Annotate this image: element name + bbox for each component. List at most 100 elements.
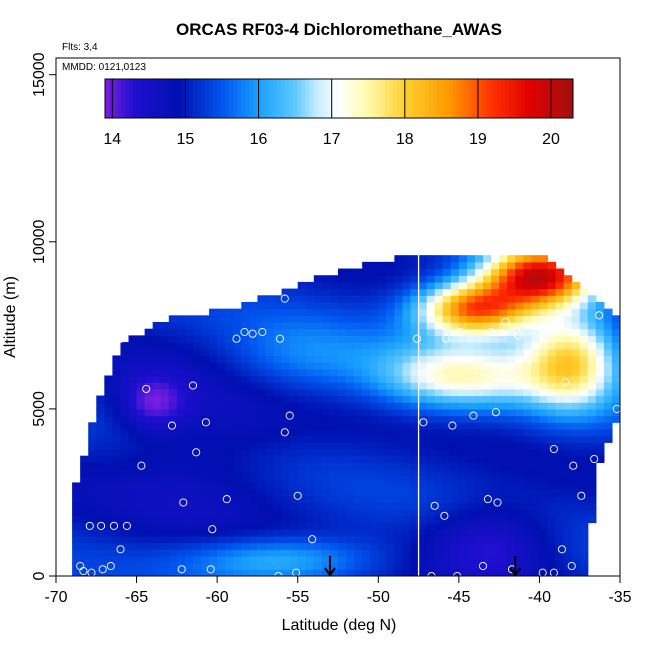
heatmap-cell — [458, 395, 468, 403]
heatmap-cell — [458, 482, 468, 490]
heatmap-cell — [362, 535, 371, 544]
heatmap-cell — [410, 295, 420, 303]
heatmap-cell — [192, 382, 202, 390]
heatmap-cell — [233, 529, 242, 537]
heatmap-cell — [483, 395, 492, 403]
heatmap-cell — [450, 382, 460, 390]
heatmap-cell — [362, 475, 371, 484]
heatmap-cell — [217, 495, 226, 504]
heatmap-cell — [579, 509, 589, 517]
heatmap-cell — [338, 388, 347, 397]
heatmap-cell — [466, 509, 476, 517]
heatmap-cell — [313, 342, 323, 350]
heatmap-cell — [72, 535, 81, 544]
heatmap-cell — [241, 495, 250, 504]
heatmap-cell — [410, 489, 420, 497]
heatmap-cell — [192, 315, 202, 323]
heatmap-cell — [160, 382, 170, 390]
heatmap-cell — [507, 301, 516, 310]
heatmap-cell — [104, 442, 113, 450]
heatmap-cell — [547, 335, 557, 343]
colorbar-swatch — [569, 79, 574, 118]
heatmap-cell — [402, 535, 412, 544]
heatmap-cell — [273, 308, 283, 316]
heatmap-cell — [104, 449, 113, 457]
heatmap-cell — [547, 455, 557, 463]
heatmap-cell — [555, 322, 565, 330]
heatmap-cell — [531, 469, 541, 477]
heatmap-cell — [184, 562, 194, 570]
heatmap-cell — [152, 435, 162, 443]
sample-point — [398, 244, 407, 253]
colorbar-swatch — [293, 79, 298, 118]
heatmap-cell — [555, 509, 565, 517]
heatmap-cell — [225, 495, 234, 504]
heatmap-cell — [370, 569, 379, 576]
heatmap-cell — [579, 475, 589, 484]
colorbar-swatch — [477, 79, 482, 118]
heatmap-cell — [329, 388, 339, 397]
heatmap-cell — [289, 435, 299, 443]
heatmap-cell — [491, 348, 500, 357]
heatmap-cell — [72, 502, 81, 510]
heatmap-cell — [539, 295, 549, 303]
heatmap-cell — [249, 515, 259, 524]
heatmap-cell — [523, 562, 532, 570]
heatmap-cell — [225, 388, 234, 397]
heatmap-cell — [201, 462, 210, 470]
heatmap-cell — [241, 328, 250, 336]
heatmap-cell — [442, 462, 452, 470]
heatmap-cell — [531, 322, 541, 330]
heatmap-cell — [209, 328, 218, 336]
heatmap-cell — [418, 382, 428, 390]
heatmap-cell — [168, 489, 178, 497]
heatmap-cell — [555, 469, 565, 477]
heatmap-cell — [281, 495, 291, 504]
heatmap-cell — [88, 469, 97, 477]
heatmap-cell — [491, 255, 500, 263]
heatmap-cell — [394, 402, 404, 410]
heatmap-cell — [531, 455, 541, 463]
heatmap-cell — [547, 562, 557, 570]
heatmap-cell — [458, 535, 468, 544]
heatmap-cell — [450, 435, 460, 443]
heatmap-cell — [587, 368, 597, 377]
heatmap-cell — [257, 322, 267, 330]
heatmap-cell — [209, 475, 218, 484]
heatmap-cell — [458, 281, 468, 290]
heatmap-cell — [466, 335, 476, 343]
heatmap-cell — [72, 569, 81, 576]
heatmap-cell — [362, 322, 371, 330]
heatmap-cell — [96, 422, 105, 430]
heatmap-cell — [201, 408, 210, 417]
heatmap-cell — [233, 502, 242, 510]
heatmap-cell — [321, 368, 331, 377]
heatmap-cell — [474, 535, 484, 544]
heatmap-cell — [297, 402, 307, 410]
heatmap-cell — [426, 375, 436, 383]
heatmap-cell — [579, 535, 589, 544]
heatmap-cell — [120, 388, 130, 397]
heatmap-cell — [313, 515, 323, 524]
heatmap-cell — [176, 335, 186, 343]
heatmap-cell — [297, 535, 307, 544]
colorbar-swatch — [193, 79, 198, 118]
heatmap-cell — [450, 462, 460, 470]
heatmap-cell — [386, 348, 395, 357]
heatmap-cell — [466, 355, 476, 363]
heatmap-cell — [144, 509, 154, 517]
heatmap-cell — [507, 449, 516, 457]
heatmap-cell — [329, 348, 339, 357]
heatmap-cell — [112, 489, 122, 497]
heatmap-cell — [370, 489, 379, 497]
heatmap-cell — [450, 449, 460, 457]
heatmap-cell — [217, 449, 226, 457]
heatmap-cell — [442, 395, 452, 403]
heatmap-cell — [571, 335, 581, 343]
heatmap-cell — [491, 482, 500, 490]
heatmap-cell — [523, 489, 532, 497]
heatmap-cell — [249, 382, 259, 390]
heatmap-cell — [507, 402, 516, 410]
heatmap-cell — [442, 422, 452, 430]
heatmap-cell — [225, 489, 234, 497]
